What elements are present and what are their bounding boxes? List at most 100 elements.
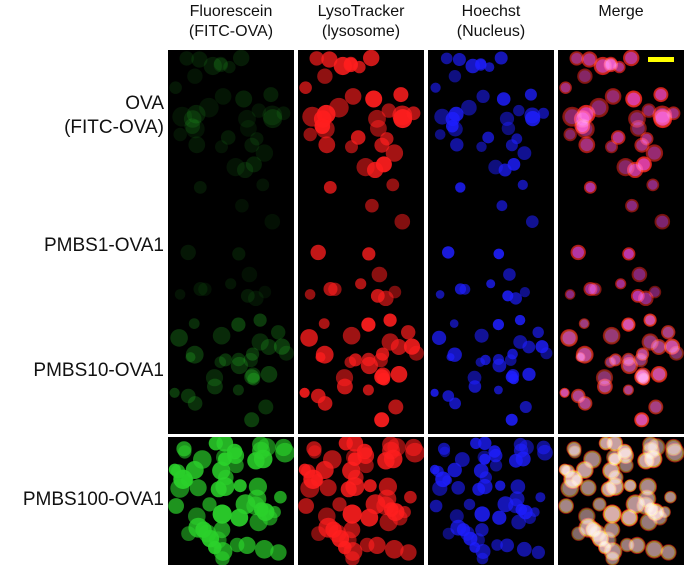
cell	[584, 282, 597, 296]
panel-background	[168, 50, 294, 178]
cell	[429, 499, 443, 513]
cell	[213, 56, 228, 71]
cell	[188, 507, 206, 526]
cell	[311, 526, 326, 541]
cell	[493, 354, 504, 365]
cell	[651, 366, 667, 382]
cell	[274, 490, 287, 504]
cell	[318, 507, 336, 526]
cell	[302, 106, 323, 127]
cell	[316, 104, 336, 124]
cell	[240, 289, 255, 303]
cell	[564, 128, 577, 141]
cell	[493, 248, 505, 260]
micrograph-pmbs10-red	[298, 306, 424, 434]
cell	[404, 490, 417, 504]
cell	[317, 68, 333, 84]
cell	[482, 131, 495, 144]
cell	[565, 289, 575, 300]
cell	[386, 503, 405, 522]
cell	[338, 540, 352, 555]
cell	[476, 141, 487, 152]
cell	[193, 181, 207, 194]
cell	[185, 345, 204, 364]
cell	[361, 352, 376, 367]
cell	[393, 87, 409, 103]
cell	[570, 51, 584, 65]
cell	[319, 479, 337, 497]
cell	[298, 498, 314, 514]
cell	[332, 497, 347, 512]
cell	[432, 480, 448, 496]
cell	[170, 329, 188, 347]
cell	[172, 106, 193, 127]
cell	[619, 458, 633, 473]
cell	[576, 346, 593, 363]
cell	[250, 132, 264, 146]
cell	[385, 540, 404, 559]
micrograph-ova-merge	[558, 50, 684, 178]
cell	[642, 334, 658, 350]
micrograph-ova-green	[168, 50, 294, 178]
cell	[474, 328, 489, 343]
cell	[538, 107, 549, 119]
cell	[654, 87, 668, 102]
cell	[188, 136, 206, 154]
cell	[494, 385, 503, 395]
cell	[491, 539, 503, 551]
cell	[648, 439, 665, 456]
cell	[496, 200, 508, 212]
cell	[235, 494, 256, 515]
cell	[432, 330, 447, 345]
cell	[454, 283, 467, 295]
cell	[214, 356, 227, 368]
cell	[315, 345, 334, 364]
cell	[218, 452, 232, 466]
cell	[183, 110, 202, 128]
cell	[571, 389, 585, 403]
cell	[335, 369, 354, 387]
cell	[434, 108, 451, 125]
cell	[579, 137, 595, 153]
cell	[256, 178, 270, 192]
cell	[238, 109, 256, 128]
cell	[303, 127, 317, 142]
cell	[185, 352, 196, 363]
cell	[212, 461, 231, 480]
cell	[244, 369, 260, 385]
cell	[434, 129, 446, 140]
micrograph-pmbs100-red	[298, 437, 424, 565]
cell	[275, 438, 293, 457]
micrograph-image-pmbs10-green	[168, 306, 294, 434]
cell	[170, 478, 190, 498]
cell	[304, 289, 316, 300]
cell	[502, 290, 514, 302]
cell	[470, 437, 482, 449]
cell	[603, 462, 620, 479]
cell	[448, 70, 462, 83]
cell	[229, 537, 245, 553]
cell	[362, 247, 376, 261]
cell	[486, 279, 496, 289]
cell	[173, 127, 187, 142]
cell	[213, 57, 228, 73]
cell	[495, 480, 506, 491]
cell	[179, 51, 194, 66]
cell	[622, 353, 635, 366]
cell	[342, 461, 361, 480]
cell	[605, 357, 616, 368]
cell	[496, 92, 511, 106]
row-label-pmbs10: PMBS10-OVA1	[33, 360, 164, 381]
cell	[437, 442, 451, 455]
cell	[623, 385, 634, 395]
cell	[237, 161, 254, 178]
cell	[497, 496, 514, 513]
cell	[232, 384, 244, 396]
column-header-fluorescein: Fluorescein (FITC-OVA)	[188, 3, 274, 40]
micrograph-pmbs10-green	[168, 306, 294, 434]
cell	[225, 278, 237, 290]
cell	[264, 213, 281, 230]
micrograph-image-pmbs1-green	[168, 178, 294, 306]
cell	[489, 448, 503, 463]
cell	[253, 313, 267, 327]
